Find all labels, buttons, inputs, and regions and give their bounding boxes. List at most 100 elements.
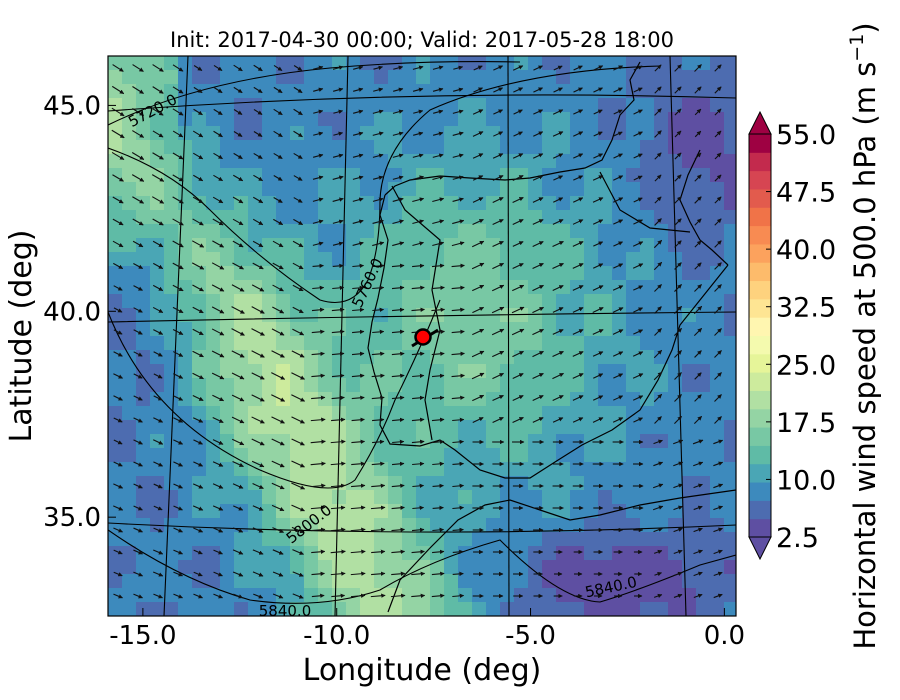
wind-arrow (172, 130, 184, 138)
field-cell (430, 168, 445, 183)
field-cell (164, 504, 179, 519)
field-cell (220, 378, 235, 393)
field-cell (612, 378, 627, 393)
wind-arrow (432, 65, 444, 70)
wind-arrow (693, 483, 703, 489)
field-cell (598, 210, 613, 225)
wind-arrow (573, 87, 583, 93)
field-cell (108, 448, 123, 463)
field-cell (626, 154, 641, 169)
field-cell (416, 420, 431, 435)
colorbar-segment (749, 427, 771, 446)
field-cell (696, 70, 711, 85)
field-cell (570, 574, 585, 589)
field-cell (640, 364, 655, 379)
field-cell (696, 350, 711, 365)
wind-arrow (373, 87, 384, 92)
field-cell (262, 546, 277, 561)
field-cell (556, 308, 571, 323)
field-cell (262, 420, 277, 435)
field-cell (136, 392, 151, 407)
field-cell (206, 434, 221, 449)
field-cell (724, 196, 736, 211)
field-cell (570, 476, 585, 491)
wind-arrow (714, 328, 722, 336)
wind-arrow (371, 373, 385, 378)
field-cell (528, 252, 543, 267)
field-cell (710, 294, 725, 309)
field-cell (374, 504, 389, 519)
field-cell (220, 518, 235, 533)
field-cell (444, 518, 459, 533)
field-cell (318, 322, 333, 337)
field-cell (444, 602, 459, 616)
field-cell (220, 224, 235, 239)
wind-arrow (292, 262, 304, 270)
field-cell (612, 350, 627, 365)
field-cell (710, 560, 725, 575)
field-cell (136, 476, 151, 491)
field-cell (346, 462, 361, 477)
field-cell (318, 84, 333, 99)
field-cell (444, 126, 459, 141)
field-cell (360, 378, 375, 393)
field-cell (388, 224, 403, 239)
field-cell (122, 238, 137, 253)
wind-arrow (293, 175, 303, 181)
field-cell (626, 168, 641, 183)
field-cell (346, 252, 361, 267)
field-cell (598, 168, 613, 183)
field-cell (640, 238, 655, 253)
wind-arrow (172, 218, 184, 226)
field-cell (304, 98, 319, 113)
field-cell (696, 182, 711, 197)
wind-arrow (173, 461, 183, 467)
field-cell (584, 420, 599, 435)
wind-arrow (633, 175, 643, 181)
field-cell (276, 126, 291, 141)
field-cell (192, 532, 207, 547)
wind-arrow (412, 241, 424, 247)
wind-arrow (133, 439, 143, 445)
wind-arrow (133, 351, 143, 357)
wind-arrow (212, 218, 224, 226)
field-cell (318, 532, 333, 547)
field-cell (598, 280, 613, 295)
field-cell (360, 126, 375, 141)
field-cell (332, 140, 347, 155)
field-cell (304, 602, 319, 616)
wind-arrow (351, 483, 366, 488)
field-cell (654, 476, 669, 491)
wind-arrow (371, 571, 386, 576)
field-cell (556, 434, 571, 449)
field-cell (640, 266, 655, 281)
field-cell (612, 364, 627, 379)
field-cell (542, 462, 557, 477)
field-cell (108, 168, 123, 183)
field-cell (164, 392, 179, 407)
wind-arrow (291, 350, 305, 358)
field-cell (248, 392, 263, 407)
field-cell (206, 420, 221, 435)
field-cell (500, 546, 515, 561)
colorbar-segment (749, 298, 771, 318)
wind-arrow (613, 109, 623, 115)
wind-arrow (674, 350, 682, 358)
field-cell (528, 322, 543, 337)
field-cell (122, 294, 137, 309)
wind-arrow (673, 483, 683, 489)
field-cell (402, 182, 417, 197)
field-cell (486, 196, 501, 211)
field-cell (444, 322, 459, 337)
wind-arrow (152, 130, 164, 138)
field-cell (528, 406, 543, 421)
field-cell (598, 98, 613, 113)
field-cell (668, 378, 683, 393)
field-cell (500, 602, 515, 616)
wind-arrow (253, 64, 263, 72)
field-cell (276, 294, 291, 309)
wind-arrow (674, 218, 682, 226)
field-cell (570, 266, 585, 281)
wind-arrow (192, 284, 204, 292)
wind-arrow (653, 371, 663, 381)
